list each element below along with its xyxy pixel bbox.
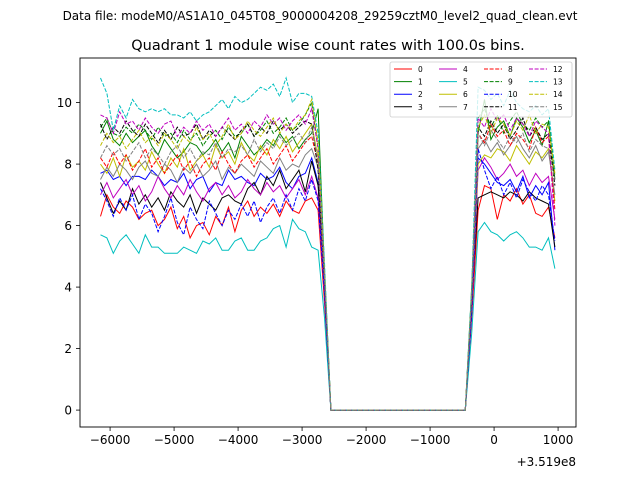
y-tick-label: 6 — [64, 219, 72, 233]
x-tick-label: −4000 — [218, 433, 259, 447]
legend-label: 12 — [553, 65, 563, 74]
legend-label: 4 — [463, 65, 468, 74]
legend-label: 11 — [508, 103, 518, 112]
legend-label: 14 — [553, 90, 563, 99]
legend-label: 13 — [553, 78, 563, 87]
legend-label: 9 — [508, 78, 513, 87]
legend-label: 10 — [508, 90, 518, 99]
legend-label: 2 — [418, 90, 423, 99]
x-tick-label: −5000 — [154, 433, 195, 447]
legend-label: 1 — [418, 78, 423, 87]
series-line-10 — [100, 148, 556, 411]
x-axis: −6000 −5000 −4000 −3000 −2000 −1000 0 1000 — [90, 427, 574, 447]
legend-label: 15 — [553, 103, 563, 112]
legend-label: 5 — [463, 78, 468, 87]
y-axis: 0 2 4 6 8 10 — [57, 96, 80, 418]
axes-frame — [79, 57, 577, 428]
legend-label: 0 — [418, 65, 423, 74]
x-tick-label: −1000 — [410, 433, 451, 447]
legend-label: 3 — [418, 103, 423, 112]
y-tick-label: 10 — [57, 96, 72, 110]
legend-frame — [389, 61, 573, 118]
x-offset-label: +3.519e8 — [517, 455, 576, 469]
x-tick-label: −6000 — [90, 433, 131, 447]
y-tick-label: 2 — [64, 342, 72, 356]
x-tick-label: −2000 — [346, 433, 387, 447]
series-line-14 — [100, 97, 556, 411]
legend-label: 8 — [508, 65, 513, 74]
x-tick-label: −3000 — [282, 433, 323, 447]
plot-area — [100, 76, 556, 411]
x-tick-label: 1000 — [543, 433, 574, 447]
y-tick-label: 0 — [64, 404, 72, 418]
x-tick-label: 0 — [490, 433, 498, 447]
legend-label: 6 — [463, 90, 468, 99]
suptitle: Data file: modeM0/AS1A10_045T08_90000042… — [63, 9, 578, 23]
chart-title: Quadrant 1 module wise count rates with … — [131, 38, 525, 54]
series-line-15 — [100, 125, 556, 411]
y-tick-label: 8 — [64, 158, 72, 172]
legend-label: 7 — [463, 103, 468, 112]
series-line-5 — [100, 218, 556, 411]
y-tick-label: 4 — [64, 281, 72, 295]
